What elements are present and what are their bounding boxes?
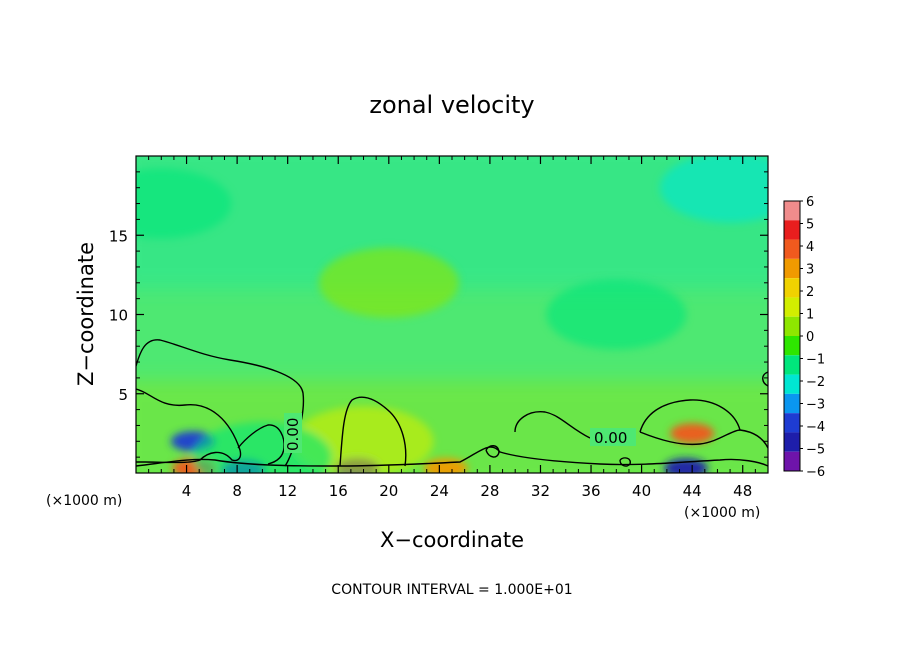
field-feature-5 <box>670 423 715 444</box>
colorbar-tick-label: −4 <box>806 420 825 435</box>
y-tick-label: 15 <box>109 227 128 245</box>
x-tick-label: 8 <box>232 482 242 500</box>
field-feature-12 <box>318 247 459 318</box>
colorbar-tick-label: −3 <box>806 398 825 413</box>
x-tick-label: 36 <box>581 482 600 500</box>
contour-line-dome <box>339 396 407 467</box>
x-tick-label: 12 <box>278 482 297 500</box>
colorbar-tick-label: 5 <box>806 218 814 233</box>
x-tick-label: 4 <box>182 482 192 500</box>
x-tick-label: 48 <box>733 482 752 500</box>
colorbar-swatch <box>784 201 800 221</box>
colorbar-swatch <box>784 316 800 336</box>
colorbar-swatch <box>784 278 800 298</box>
contour-loop-small <box>485 445 500 458</box>
chart-title: zonal velocity <box>369 91 534 119</box>
colorbar-swatch <box>784 220 800 240</box>
contour-line-edge-right <box>762 371 768 387</box>
x-unit-label-right: (×1000 m) <box>684 505 760 521</box>
colorbar-swatch <box>784 432 800 452</box>
x-tick-label: 20 <box>379 482 398 500</box>
colorbar-tick-label: −1 <box>806 353 825 368</box>
x-tick-label: 24 <box>430 482 449 500</box>
colorbar-swatch <box>784 239 800 259</box>
field-feature-11 <box>136 168 232 239</box>
colorbar-swatch <box>784 258 800 279</box>
colorbar-tick-label: −6 <box>806 465 825 480</box>
x-tick-label: 44 <box>683 482 702 500</box>
contour-interval-note: CONTOUR INTERVAL = 1.000E+01 <box>331 582 572 598</box>
contour-line-left <box>136 388 242 464</box>
field-feature-8 <box>192 422 333 473</box>
colorbar-tick-label: 2 <box>806 285 814 300</box>
colorbar: 6 5 4 3 2 1 0 −1 −2 −3 −4 −5 −6 <box>783 195 825 480</box>
x-unit-label-left: (×1000 m) <box>46 493 122 509</box>
y-tick-label: 5 <box>118 386 128 404</box>
colorbar-tick-label: 1 <box>806 308 814 323</box>
colorbar-swatch <box>784 336 800 356</box>
x-axis-title: X−coordinate <box>380 528 524 552</box>
colorbar-tick-label: 6 <box>806 195 814 210</box>
contour-line-right-3 <box>639 399 741 433</box>
contour-line-bottom <box>136 446 768 467</box>
colorbar-swatch <box>784 393 800 414</box>
colorbar-tick-label: 3 <box>806 263 814 278</box>
contour-loop-small-2 <box>619 457 632 467</box>
colorbar-tick-label: 0 <box>806 330 814 345</box>
colorbar-swatch <box>784 374 800 394</box>
x-tick-label: 28 <box>480 482 499 500</box>
x-tick-label: 16 <box>329 482 348 500</box>
y-tick-label: 10 <box>109 307 128 325</box>
contour-label-1: 0.00 <box>284 418 302 451</box>
colorbar-tick-label: −5 <box>806 443 825 458</box>
contour-line-right <box>514 411 591 439</box>
contour-label-bg-1 <box>284 413 302 453</box>
colorbar-tick-label: 4 <box>806 240 814 255</box>
colorbar-swatch <box>784 297 800 317</box>
colorbar-tick-label: −2 <box>806 375 825 390</box>
contour-label-bg-2 <box>590 428 636 446</box>
plot-field <box>136 156 768 473</box>
x-tick-label: 32 <box>531 482 550 500</box>
y-axis-title: Z−coordinate <box>74 242 98 386</box>
x-tick-label: 40 <box>632 482 651 500</box>
colorbar-swatch <box>784 355 800 375</box>
colorbar-swatch <box>784 413 800 433</box>
contour-line-mid <box>237 424 285 465</box>
field-feature-10 <box>660 156 768 223</box>
colorbar-swatch <box>784 451 800 471</box>
contour-line-right-2 <box>639 429 768 449</box>
field-feature-9 <box>546 279 687 350</box>
contour-label-2: 0.00 <box>594 429 627 447</box>
